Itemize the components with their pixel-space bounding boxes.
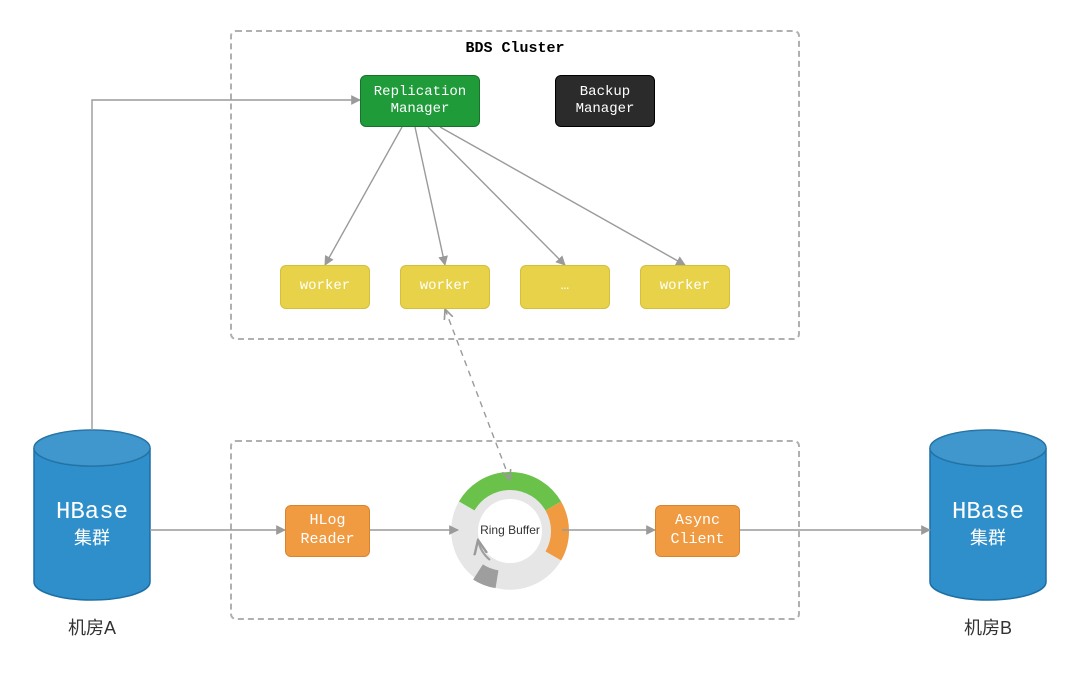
hbase-a-caption: 机房A [62, 614, 122, 640]
svg-text:集群: 集群 [970, 528, 1006, 548]
ring-buffer-label: Ring Buffer [470, 524, 550, 537]
worker-node: worker [640, 265, 730, 309]
svg-text:HBase: HBase [56, 499, 128, 526]
worker-node: worker [280, 265, 370, 309]
svg-text:HBase: HBase [952, 499, 1024, 526]
worker-node: … [520, 265, 610, 309]
worker-node: worker [400, 265, 490, 309]
hlog-reader-node: HLog Reader [285, 505, 370, 557]
backup-manager-node: Backup Manager [555, 75, 655, 127]
svg-text:集群: 集群 [74, 528, 110, 548]
hbase-cylinder-a: HBase 集群 [34, 430, 150, 600]
async-client-node: Async Client [655, 505, 740, 557]
hbase-cylinder-b: HBase 集群 [930, 430, 1046, 600]
hbase-b-caption: 机房B [958, 614, 1018, 640]
replication-manager-node: Replication Manager [360, 75, 480, 127]
bds-cluster-title: BDS Cluster [465, 40, 564, 57]
